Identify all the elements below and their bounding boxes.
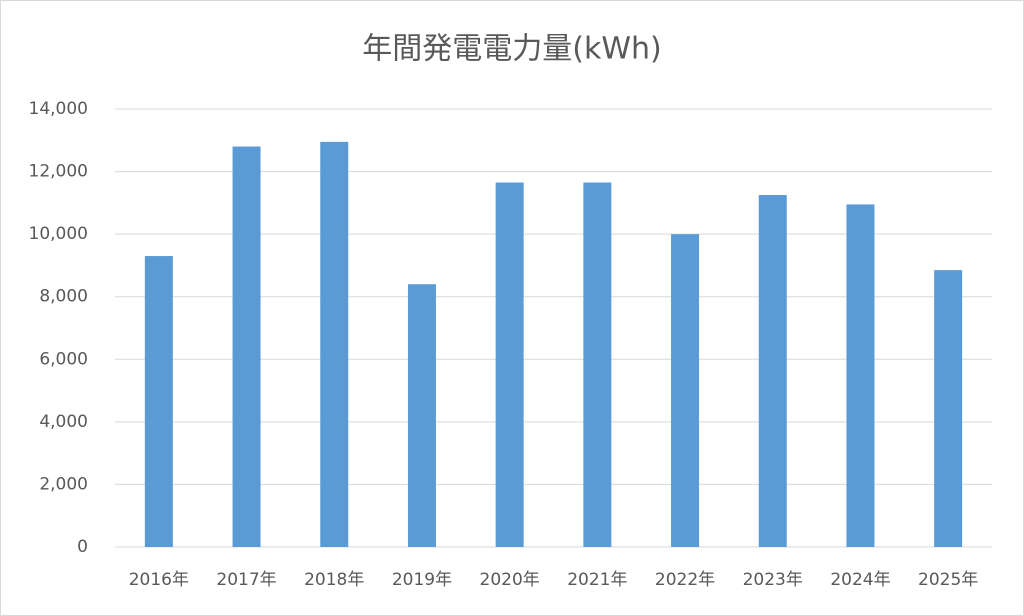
bar	[320, 141, 349, 547]
x-tick-label: 2021年	[567, 570, 627, 590]
bar	[846, 204, 875, 547]
y-tick-label: 6,000	[39, 349, 88, 369]
x-tick-label: 2025年	[918, 570, 978, 590]
x-tick-label: 2016年	[129, 570, 189, 590]
bar	[144, 256, 173, 547]
y-tick-label: 14,000	[29, 99, 88, 119]
x-tick-label: 2017年	[216, 570, 276, 590]
chart-title: 年間発電電力量(kWh)	[362, 32, 661, 67]
bar	[495, 182, 524, 547]
y-tick-label: 2,000	[39, 474, 88, 494]
x-tick-label: 2018年	[304, 570, 364, 590]
y-tick-label: 12,000	[29, 162, 88, 182]
y-tick-label: 8,000	[39, 287, 88, 307]
y-tick-label: 10,000	[29, 224, 88, 244]
x-tick-label: 2022年	[655, 570, 715, 590]
x-tick-label: 2024年	[830, 570, 890, 590]
y-tick-label: 4,000	[39, 412, 88, 432]
x-tick-label: 2020年	[480, 570, 540, 590]
y-tick-label: 0	[77, 537, 88, 557]
x-tick-label: 2019年	[392, 570, 452, 590]
bar	[934, 270, 963, 547]
bar	[407, 284, 436, 547]
bar	[232, 146, 261, 548]
x-tick-label: 2023年	[743, 570, 803, 590]
bar	[758, 195, 787, 548]
bar	[583, 182, 612, 547]
bar	[671, 234, 700, 547]
